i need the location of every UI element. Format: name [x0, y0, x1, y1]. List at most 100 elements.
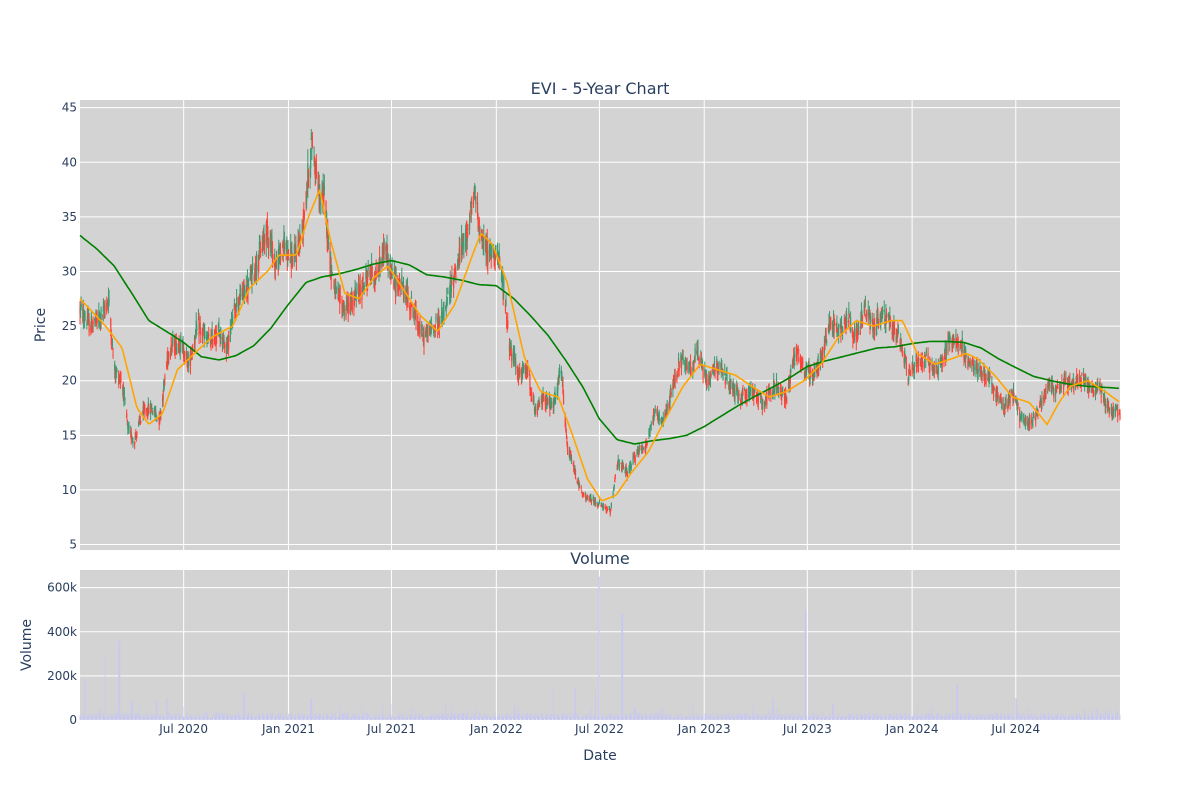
- candle-body-down: [429, 328, 431, 334]
- volume-bar: [290, 714, 292, 720]
- volume-bar: [565, 714, 567, 720]
- candle-body-up: [515, 361, 517, 369]
- candle-body-down: [672, 381, 675, 387]
- volume-bar: [375, 717, 376, 720]
- candle-body-down: [237, 297, 239, 307]
- candle-body-down: [162, 393, 164, 401]
- volume-bar: [1119, 717, 1120, 720]
- candle-body-up: [421, 329, 423, 331]
- volume-bar: [850, 713, 852, 720]
- volume-bar: [585, 714, 587, 720]
- volume-bar: [810, 715, 812, 720]
- volume-bar: [944, 717, 945, 720]
- volume-bar: [829, 714, 831, 720]
- volume-bar: [964, 717, 966, 720]
- candle-body-down: [159, 417, 161, 424]
- volume-bar: [622, 715, 624, 720]
- volume-bar: [924, 715, 926, 720]
- volume-bar: [195, 714, 197, 720]
- volume-bar: [750, 717, 752, 720]
- volume-bar: [329, 717, 331, 720]
- volume-bar: [985, 718, 986, 720]
- candle-body-down: [606, 509, 609, 512]
- candle-body-down: [600, 505, 602, 507]
- volume-bar: [1015, 697, 1017, 720]
- volume-bar: [283, 717, 285, 720]
- candle-body-down: [459, 244, 461, 263]
- candle-body-up: [1114, 408, 1117, 411]
- volume-bar: [378, 718, 380, 720]
- volume-bar: [642, 715, 644, 720]
- volume-bar: [269, 717, 271, 720]
- volume-bar: [672, 717, 674, 720]
- candle-body-up: [666, 403, 668, 412]
- candle-body-up: [610, 502, 612, 506]
- volume-bar: [601, 717, 603, 720]
- volume-bar: [298, 714, 300, 720]
- volume-bar: [720, 716, 722, 720]
- volume-bar: [566, 715, 568, 720]
- date-tick-label: Jan 2021: [261, 722, 315, 736]
- volume-bar: [265, 717, 267, 720]
- volume-bar: [268, 716, 269, 720]
- volume-bar: [837, 717, 838, 720]
- volume-bar: [777, 708, 779, 720]
- volume-bar: [239, 718, 241, 720]
- candle-body-up: [310, 138, 312, 140]
- volume-bar: [486, 717, 488, 720]
- volume-bar: [526, 713, 527, 720]
- candle-body-down: [212, 339, 214, 348]
- volume-bar: [999, 716, 1001, 720]
- volume-bar: [530, 714, 532, 720]
- candle-body-down: [686, 364, 688, 370]
- volume-bar: [907, 713, 909, 720]
- volume-bar: [728, 716, 730, 720]
- volume-bar: [917, 715, 919, 720]
- candle-body-down: [467, 228, 469, 230]
- candle-body-up: [401, 275, 403, 285]
- volume-bar: [152, 716, 154, 720]
- volume-bar: [437, 713, 439, 720]
- volume-bar: [188, 716, 190, 720]
- volume-bar: [236, 716, 238, 720]
- volume-bar: [446, 717, 448, 720]
- candle-body-down: [529, 375, 531, 390]
- volume-bar: [976, 716, 977, 720]
- candle-body-up: [875, 327, 877, 330]
- volume-bar: [992, 717, 993, 720]
- candle-body-up: [944, 347, 946, 352]
- date-tick-label: Jul 2024: [990, 722, 1040, 736]
- volume-bar: [131, 702, 133, 720]
- volume-bar: [997, 714, 999, 720]
- volume-bar: [676, 717, 678, 720]
- candle-body-down: [565, 428, 567, 431]
- volume-bar: [470, 717, 472, 720]
- volume-bar: [225, 717, 227, 720]
- volume-bar: [765, 717, 767, 720]
- volume-bar: [245, 716, 247, 720]
- volume-bar: [842, 717, 844, 720]
- volume-bar: [927, 711, 929, 720]
- volume-bar: [318, 712, 320, 720]
- candle-body-up: [638, 445, 640, 452]
- volume-bar: [738, 714, 740, 720]
- volume-bar: [531, 716, 533, 720]
- volume-bar: [758, 714, 760, 720]
- volume-bar: [528, 714, 530, 720]
- volume-bar: [1107, 713, 1109, 720]
- candle-body-up: [239, 288, 241, 304]
- candle-body-up: [131, 439, 133, 441]
- volume-bar: [203, 715, 204, 720]
- candle-body-up: [953, 336, 955, 345]
- candle-body-up: [940, 355, 942, 362]
- volume-bar: [561, 715, 563, 720]
- candle-body-up: [449, 294, 451, 296]
- volume-bar: [513, 712, 515, 720]
- volume-bar: [226, 712, 228, 720]
- volume-bar: [697, 716, 699, 720]
- volume-bar: [770, 716, 772, 720]
- candle-body-down: [708, 380, 710, 381]
- volume-bar: [851, 711, 853, 720]
- volume-bar: [178, 715, 180, 720]
- volume-bar: [780, 714, 781, 720]
